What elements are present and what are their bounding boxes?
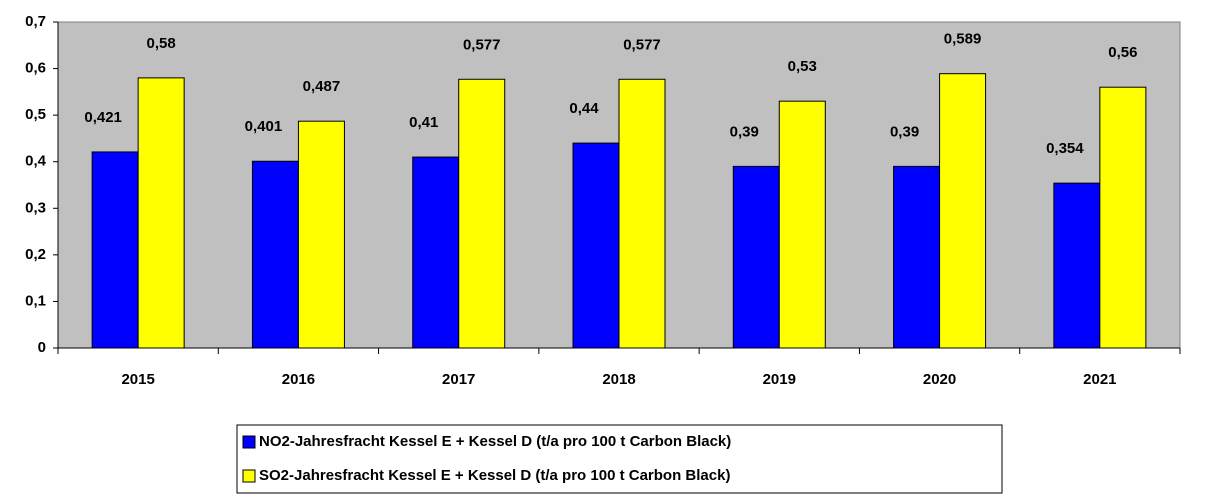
bar — [137, 77, 185, 349]
legend-label: SO2-Jahresfracht Kessel E + Kessel D (t/… — [259, 467, 730, 484]
legend-swatch — [242, 435, 256, 449]
y-tick-label: 0 — [38, 339, 46, 356]
x-tick-label: 2021 — [1083, 371, 1116, 388]
value-label: 0,39 — [890, 123, 919, 140]
x-tick-label: 2020 — [923, 371, 956, 388]
bar — [91, 151, 139, 349]
bar — [618, 78, 666, 349]
legend-box — [236, 424, 1003, 494]
x-tick-label: 2015 — [121, 371, 154, 388]
value-label: 0,487 — [303, 78, 341, 95]
y-tick-label: 0,6 — [25, 60, 46, 77]
x-tick-label: 2019 — [763, 371, 796, 388]
value-label: 0,577 — [463, 36, 501, 53]
value-label: 0,39 — [730, 123, 759, 140]
x-tick-label: 2018 — [602, 371, 635, 388]
bar — [251, 160, 299, 349]
value-label: 0,577 — [623, 36, 661, 53]
y-tick-label: 0,5 — [25, 106, 46, 123]
y-tick-label: 0,7 — [25, 13, 46, 30]
bar — [572, 142, 620, 349]
y-tick-label: 0,4 — [25, 153, 47, 170]
y-tick-label: 0,3 — [25, 199, 46, 216]
value-label: 0,53 — [788, 58, 817, 75]
x-tick-label: 2017 — [442, 371, 475, 388]
value-label: 0,401 — [245, 118, 283, 135]
value-label: 0,41 — [409, 114, 438, 131]
x-tick-label: 2016 — [282, 371, 315, 388]
y-tick-label: 0,1 — [25, 292, 46, 309]
bar — [778, 100, 826, 349]
bar — [458, 78, 506, 349]
legend-label: NO2-Jahresfracht Kessel E + Kessel D (t/… — [259, 433, 731, 450]
value-label: 0,58 — [147, 35, 176, 52]
value-label: 0,421 — [84, 109, 122, 126]
bar — [732, 165, 780, 349]
bar — [412, 156, 460, 349]
value-label: 0,56 — [1108, 44, 1137, 61]
bar — [1099, 86, 1147, 349]
bar — [939, 73, 987, 349]
value-label: 0,354 — [1046, 140, 1084, 157]
y-tick-label: 0,2 — [25, 246, 46, 263]
legend-swatch — [242, 469, 256, 483]
value-label: 0,589 — [944, 31, 982, 48]
bar — [893, 165, 941, 349]
bar — [297, 120, 345, 349]
bar — [1053, 182, 1101, 349]
value-label: 0,44 — [569, 100, 599, 117]
